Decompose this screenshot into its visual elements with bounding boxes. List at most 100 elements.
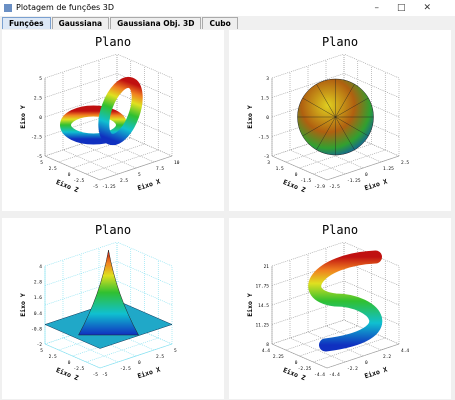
tab[interactable]: Cubo [202, 17, 238, 29]
axis-line [44, 343, 101, 369]
x-tick-label: 5 [174, 348, 177, 354]
y-tick-label: -1.5 [258, 135, 269, 141]
y-tick-label: 4 [39, 264, 42, 270]
grid-line [116, 92, 173, 118]
plot-title: Plano [322, 35, 358, 49]
x-tick-label: 5 [138, 172, 141, 178]
torus [60, 105, 127, 145]
x-tick-label: 0 [138, 360, 141, 366]
axis-line [44, 155, 101, 181]
grid-line [44, 53, 118, 79]
grid-line [72, 143, 145, 169]
axis-line [99, 155, 173, 181]
grid-line [80, 143, 137, 169]
x-tick-label: -1.25 [347, 178, 361, 184]
window-title: Plotagem de funções 3D [16, 3, 114, 12]
plot-title: Plano [95, 223, 131, 237]
plot-panel: Plano42.81.60.4-0.8-2-5-2.502.5552.50-2.… [2, 218, 224, 399]
mesh-line [335, 116, 355, 151]
y-tick-label: 1.5 [261, 96, 269, 102]
panel-bg [229, 218, 451, 399]
tab[interactable]: Funções [2, 17, 51, 29]
plot-panel: Plano 21 17.75 14.5 11.25 8 -4.4 -2.2 0 2.2 4.4 4.4… [229, 218, 451, 399]
z-tick-label: -2.25 [298, 366, 312, 372]
y-tick-label: -5 [37, 154, 43, 160]
grid-line [44, 319, 118, 345]
z-tick-label: 0 [295, 172, 298, 178]
x-tick-label: -4.4 [329, 372, 340, 378]
grid-line [116, 112, 173, 137]
grid-line [116, 53, 173, 79]
z-tick-label: 0 [68, 172, 71, 178]
grid-line [299, 331, 372, 357]
grid-line [271, 73, 345, 98]
y-tick-label: -3 [264, 154, 270, 160]
x-tick-label: -2.5 [120, 366, 131, 372]
grid-line [343, 53, 400, 79]
grid-line [44, 280, 118, 306]
grid-line [271, 261, 345, 286]
x-tick-label: -5 [102, 372, 108, 378]
app-icon [4, 4, 12, 12]
grid-line [44, 241, 118, 267]
x-tick-label: -1.25 [102, 184, 116, 190]
mesh-line [302, 116, 336, 137]
z-tick-label: 1.5 [276, 166, 284, 172]
y-tick-label: -2.5 [31, 135, 42, 141]
peak [78, 249, 139, 336]
mesh-line [335, 83, 355, 118]
mesh-line [302, 97, 336, 118]
mesh-line [316, 83, 336, 118]
y-axis-label: Eixo Y [246, 105, 254, 129]
y-tick-label: -2 [37, 342, 43, 348]
grid-line [285, 325, 358, 351]
axis-line [271, 155, 328, 181]
y-tick-label: -0.8 [31, 326, 42, 332]
grid-line [72, 331, 145, 357]
y-tick-label: 0 [39, 115, 42, 121]
grid-line [86, 149, 159, 175]
window-controls[interactable]: –□✕ [374, 3, 449, 13]
helix [308, 250, 383, 352]
mesh-line [335, 97, 369, 118]
plot-title: Plano [322, 223, 358, 237]
grid-line [271, 280, 345, 306]
z-tick-label: -2.5 [73, 178, 84, 184]
torus [98, 76, 143, 146]
z-tick-label: 4.4 [262, 348, 270, 354]
grid-line [285, 137, 358, 163]
x-tick-label: 0 [365, 172, 368, 178]
y-tick-label: 8 [266, 342, 269, 348]
grid-line [343, 280, 400, 306]
z-tick-label: 3 [267, 160, 270, 166]
z-tick-label: 5 [40, 348, 43, 354]
grid-line [271, 92, 345, 118]
mesh-line [316, 116, 336, 151]
y-tick-label: 21 [264, 264, 270, 270]
tab[interactable]: Gaussiana [51, 17, 110, 29]
x-tick-label: 0 [365, 360, 368, 366]
grid-line [44, 73, 118, 98]
y-tick-label: 14.5 [258, 303, 269, 309]
grid-line [44, 112, 118, 137]
z-tick-label: 0 [295, 360, 298, 366]
grid-line [313, 149, 386, 175]
x-tick-label: -2.2 [347, 366, 358, 372]
y-tick-label: 5 [39, 76, 42, 82]
grid-line [271, 300, 345, 325]
y-tick-label: 3 [266, 76, 269, 82]
grid-line [271, 319, 345, 345]
grid-line [86, 337, 159, 363]
grid-line [313, 337, 386, 363]
axis-line [326, 155, 400, 181]
y-tick-label: 0 [266, 115, 269, 121]
axis-line [271, 343, 328, 369]
grid-line [44, 131, 118, 157]
axis-line [99, 343, 173, 369]
y-tick-label: 0.4 [34, 311, 42, 317]
tab[interactable]: Gaussiana Obj. 3D [110, 17, 202, 29]
z-tick-label: -5 [93, 184, 99, 190]
z-tick-label: -2.5 [73, 366, 84, 372]
y-axis-label: Eixo Y [19, 293, 27, 317]
